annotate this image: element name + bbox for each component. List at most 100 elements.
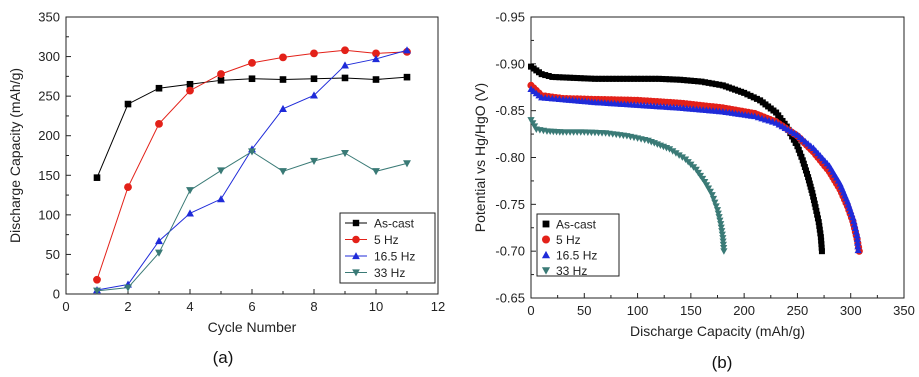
data-point xyxy=(705,79,712,86)
data-point xyxy=(719,238,727,245)
data-point xyxy=(545,73,552,80)
data-point xyxy=(248,148,256,156)
data-point xyxy=(738,88,745,95)
legend-marker xyxy=(352,235,360,244)
data-point xyxy=(717,224,725,232)
x-tick-label: 50 xyxy=(577,303,591,318)
data-point xyxy=(813,207,820,214)
y-tick-label: 150 xyxy=(38,168,60,183)
data-point xyxy=(669,148,677,155)
y-tick-label: 100 xyxy=(38,207,60,222)
y-tick-label: -0.85 xyxy=(495,103,525,118)
data-point xyxy=(817,230,824,237)
data-point xyxy=(719,241,727,249)
y-tick-label: 350 xyxy=(38,10,60,25)
data-point xyxy=(816,226,823,233)
data-point xyxy=(678,154,686,161)
data-point xyxy=(808,186,815,193)
data-point xyxy=(93,287,101,295)
data-point xyxy=(217,195,225,203)
data-point xyxy=(631,75,638,82)
data-point xyxy=(687,77,694,84)
data-point xyxy=(794,143,801,150)
data-point xyxy=(806,180,813,187)
data-point xyxy=(718,231,726,239)
data-point xyxy=(853,231,861,239)
legend-label: 33 Hz xyxy=(374,266,405,280)
data-point xyxy=(722,83,729,90)
data-point xyxy=(818,241,825,248)
data-point xyxy=(715,214,723,221)
data-point xyxy=(93,275,101,284)
data-point xyxy=(717,221,725,228)
data-point xyxy=(809,190,816,197)
data-point xyxy=(719,235,727,242)
data-point xyxy=(684,77,691,84)
data-point xyxy=(341,46,349,55)
legend-marker xyxy=(352,219,360,227)
x-tick-label: 350 xyxy=(893,303,915,318)
data-point xyxy=(559,74,566,81)
data-point xyxy=(711,199,719,207)
legend-marker xyxy=(352,269,360,277)
data-point xyxy=(217,70,225,78)
data-point xyxy=(852,228,860,235)
x-tick-label: 250 xyxy=(787,303,809,318)
data-point xyxy=(310,49,318,58)
data-point xyxy=(677,76,684,83)
data-point xyxy=(670,76,677,83)
data-point xyxy=(609,75,616,82)
x-axis-label: Cycle Number xyxy=(208,319,297,335)
data-point xyxy=(613,75,620,82)
data-point xyxy=(310,91,318,99)
data-point xyxy=(747,92,754,99)
data-point xyxy=(702,182,711,189)
data-point xyxy=(725,84,732,91)
data-point xyxy=(797,150,804,157)
data-point xyxy=(805,177,812,184)
data-point xyxy=(714,210,722,218)
legend-marker xyxy=(542,235,550,244)
data-point xyxy=(790,136,797,143)
data-point xyxy=(403,160,411,168)
data-point xyxy=(719,82,726,89)
data-point xyxy=(735,87,742,94)
series-16.5-hz xyxy=(527,85,862,254)
data-point xyxy=(310,157,318,165)
data-point xyxy=(652,75,659,82)
legend-label: 16.5 Hz xyxy=(374,250,415,264)
data-point xyxy=(124,100,132,108)
data-point xyxy=(744,91,751,98)
series-5-hz xyxy=(93,46,411,284)
data-point xyxy=(372,168,380,176)
data-point xyxy=(716,81,723,88)
y-tick-label: -0.80 xyxy=(495,150,525,165)
data-point xyxy=(217,167,225,175)
y-tick-label: -0.90 xyxy=(495,56,525,71)
data-point xyxy=(792,139,799,146)
data-point xyxy=(186,187,194,195)
x-tick-label: 10 xyxy=(369,299,383,314)
data-point xyxy=(675,152,683,159)
y-axis-label: Potential vs Hg/HgO (V) xyxy=(472,83,488,232)
x-tick-label: 300 xyxy=(840,303,862,318)
data-point xyxy=(372,54,380,63)
data-point xyxy=(638,75,645,82)
y-tick-label: 0 xyxy=(53,287,60,302)
x-tick-label: 8 xyxy=(310,299,317,314)
data-point xyxy=(810,193,817,200)
data-point xyxy=(812,204,819,211)
data-point xyxy=(616,75,623,82)
data-point xyxy=(155,84,163,92)
data-point xyxy=(341,61,349,69)
data-point xyxy=(279,168,287,176)
data-point xyxy=(403,73,411,81)
legend-label: 16.5 Hz xyxy=(556,249,597,263)
data-point xyxy=(279,104,287,112)
y-tick-label: 200 xyxy=(38,128,60,143)
data-point xyxy=(818,248,825,255)
series-33-hz xyxy=(93,148,411,295)
data-point xyxy=(702,79,709,86)
data-point xyxy=(854,246,862,254)
data-point xyxy=(672,150,680,157)
